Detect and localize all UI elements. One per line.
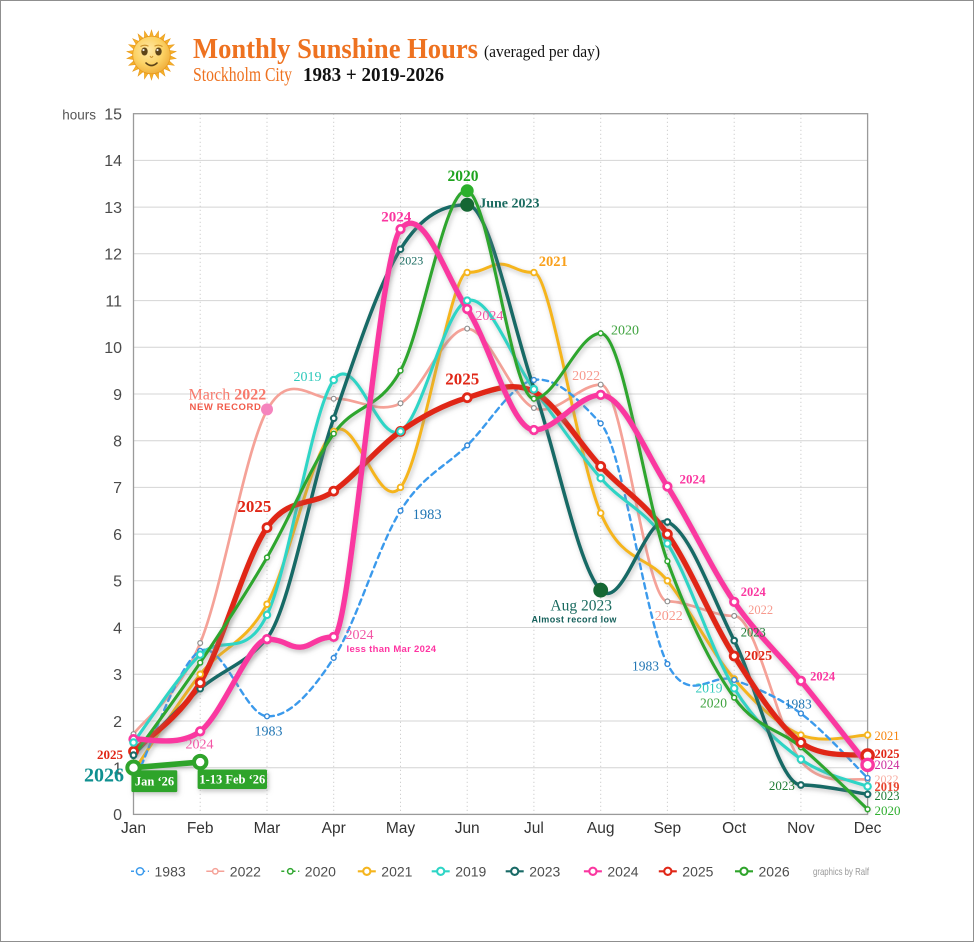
svg-text:March 2022: March 2022	[189, 387, 267, 404]
svg-text:graphics by Ralf: graphics by Ralf	[813, 866, 869, 878]
svg-text:10: 10	[104, 340, 122, 357]
svg-text:Aug 2023: Aug 2023	[550, 598, 612, 615]
svg-text:1983: 1983	[785, 697, 812, 712]
svg-text:2022: 2022	[748, 603, 773, 617]
svg-text:Aug: Aug	[587, 820, 615, 837]
svg-text:less than Mar 2024: less than Mar 2024	[347, 644, 437, 655]
svg-text:4: 4	[113, 620, 122, 637]
svg-text:12: 12	[104, 247, 122, 264]
svg-text:2024: 2024	[810, 670, 836, 684]
svg-text:Jan ‘26: Jan ‘26	[135, 775, 174, 789]
svg-text:2023: 2023	[399, 254, 423, 268]
svg-text:2024: 2024	[381, 210, 412, 226]
svg-text:2026: 2026	[84, 765, 124, 787]
svg-text:1983 + 2019-2026: 1983 + 2019-2026	[303, 64, 444, 86]
svg-text:Jun: Jun	[455, 820, 480, 837]
svg-text:2022: 2022	[655, 609, 683, 624]
svg-text:6: 6	[113, 527, 122, 544]
svg-text:14: 14	[104, 153, 122, 170]
svg-text:2020: 2020	[700, 696, 727, 711]
svg-text:2024: 2024	[475, 309, 503, 324]
svg-text:2026: 2026	[759, 863, 790, 879]
svg-text:Monthly Sunshine Hours: Monthly Sunshine Hours	[193, 34, 478, 65]
svg-text:13: 13	[104, 200, 122, 217]
svg-text:Mar: Mar	[254, 820, 281, 837]
svg-text:Apr: Apr	[322, 820, 346, 837]
svg-text:Stockholm City: Stockholm City	[193, 64, 293, 86]
svg-text:0: 0	[113, 807, 122, 824]
svg-text:1-13 Feb ‘26: 1-13 Feb ‘26	[199, 773, 265, 787]
svg-text:8: 8	[113, 434, 122, 451]
svg-text:Feb: Feb	[187, 820, 214, 837]
svg-text:2021: 2021	[875, 729, 900, 743]
svg-text:1983: 1983	[155, 863, 186, 879]
svg-text:1: 1	[113, 761, 122, 778]
svg-text:2020: 2020	[611, 324, 639, 339]
svg-text:2023: 2023	[769, 778, 795, 793]
svg-text:1983: 1983	[255, 725, 283, 740]
svg-text:2020: 2020	[875, 803, 901, 818]
svg-text:2023: 2023	[875, 789, 900, 803]
svg-text:1983: 1983	[632, 659, 659, 674]
svg-text:2021: 2021	[381, 863, 412, 879]
svg-text:June 2023: June 2023	[479, 197, 539, 212]
svg-text:2: 2	[113, 714, 122, 731]
svg-text:2024: 2024	[607, 863, 638, 879]
svg-text:1983: 1983	[413, 507, 442, 523]
svg-text:2024: 2024	[875, 758, 901, 772]
svg-text:Jul: Jul	[524, 820, 544, 837]
svg-text:Nov: Nov	[787, 820, 815, 837]
svg-text:2024: 2024	[741, 585, 767, 599]
svg-text:Almost record low: Almost record low	[532, 615, 618, 625]
svg-text:2023: 2023	[529, 863, 560, 879]
svg-text:hours: hours	[62, 108, 96, 123]
svg-text:Dec: Dec	[854, 820, 882, 837]
svg-text:NEW RECORD: NEW RECORD	[190, 402, 262, 413]
svg-text:2024: 2024	[186, 738, 214, 753]
svg-text:3: 3	[113, 667, 122, 684]
svg-text:2025: 2025	[682, 863, 713, 879]
svg-text:2020: 2020	[305, 863, 336, 879]
svg-text:15: 15	[104, 107, 122, 124]
svg-text:2019: 2019	[696, 681, 723, 696]
svg-text:2019: 2019	[875, 780, 900, 794]
svg-text:2020: 2020	[448, 168, 479, 185]
svg-text:(averaged per day): (averaged per day)	[484, 42, 600, 61]
svg-text:2025: 2025	[875, 747, 900, 761]
svg-text:2025: 2025	[97, 747, 124, 762]
svg-text:5: 5	[113, 574, 122, 591]
svg-text:7: 7	[113, 480, 122, 497]
svg-text:2023: 2023	[741, 626, 766, 640]
svg-text:2025: 2025	[744, 649, 772, 664]
svg-text:2022: 2022	[875, 772, 899, 786]
svg-text:2022: 2022	[572, 369, 600, 384]
svg-text:2019: 2019	[294, 370, 322, 385]
svg-text:2021: 2021	[539, 254, 568, 270]
svg-text:2025: 2025	[237, 497, 271, 516]
svg-text:May: May	[386, 820, 416, 837]
svg-text:11: 11	[105, 293, 122, 310]
svg-text:Sep: Sep	[654, 820, 682, 837]
svg-text:9: 9	[113, 387, 122, 404]
svg-text:2019: 2019	[455, 863, 486, 879]
svg-text:Jan: Jan	[121, 820, 146, 837]
svg-text:2024: 2024	[346, 628, 374, 643]
svg-text:2022: 2022	[230, 863, 261, 879]
svg-text:2025: 2025	[445, 370, 479, 389]
svg-text:2024: 2024	[680, 472, 707, 487]
svg-text:Oct: Oct	[722, 820, 747, 837]
